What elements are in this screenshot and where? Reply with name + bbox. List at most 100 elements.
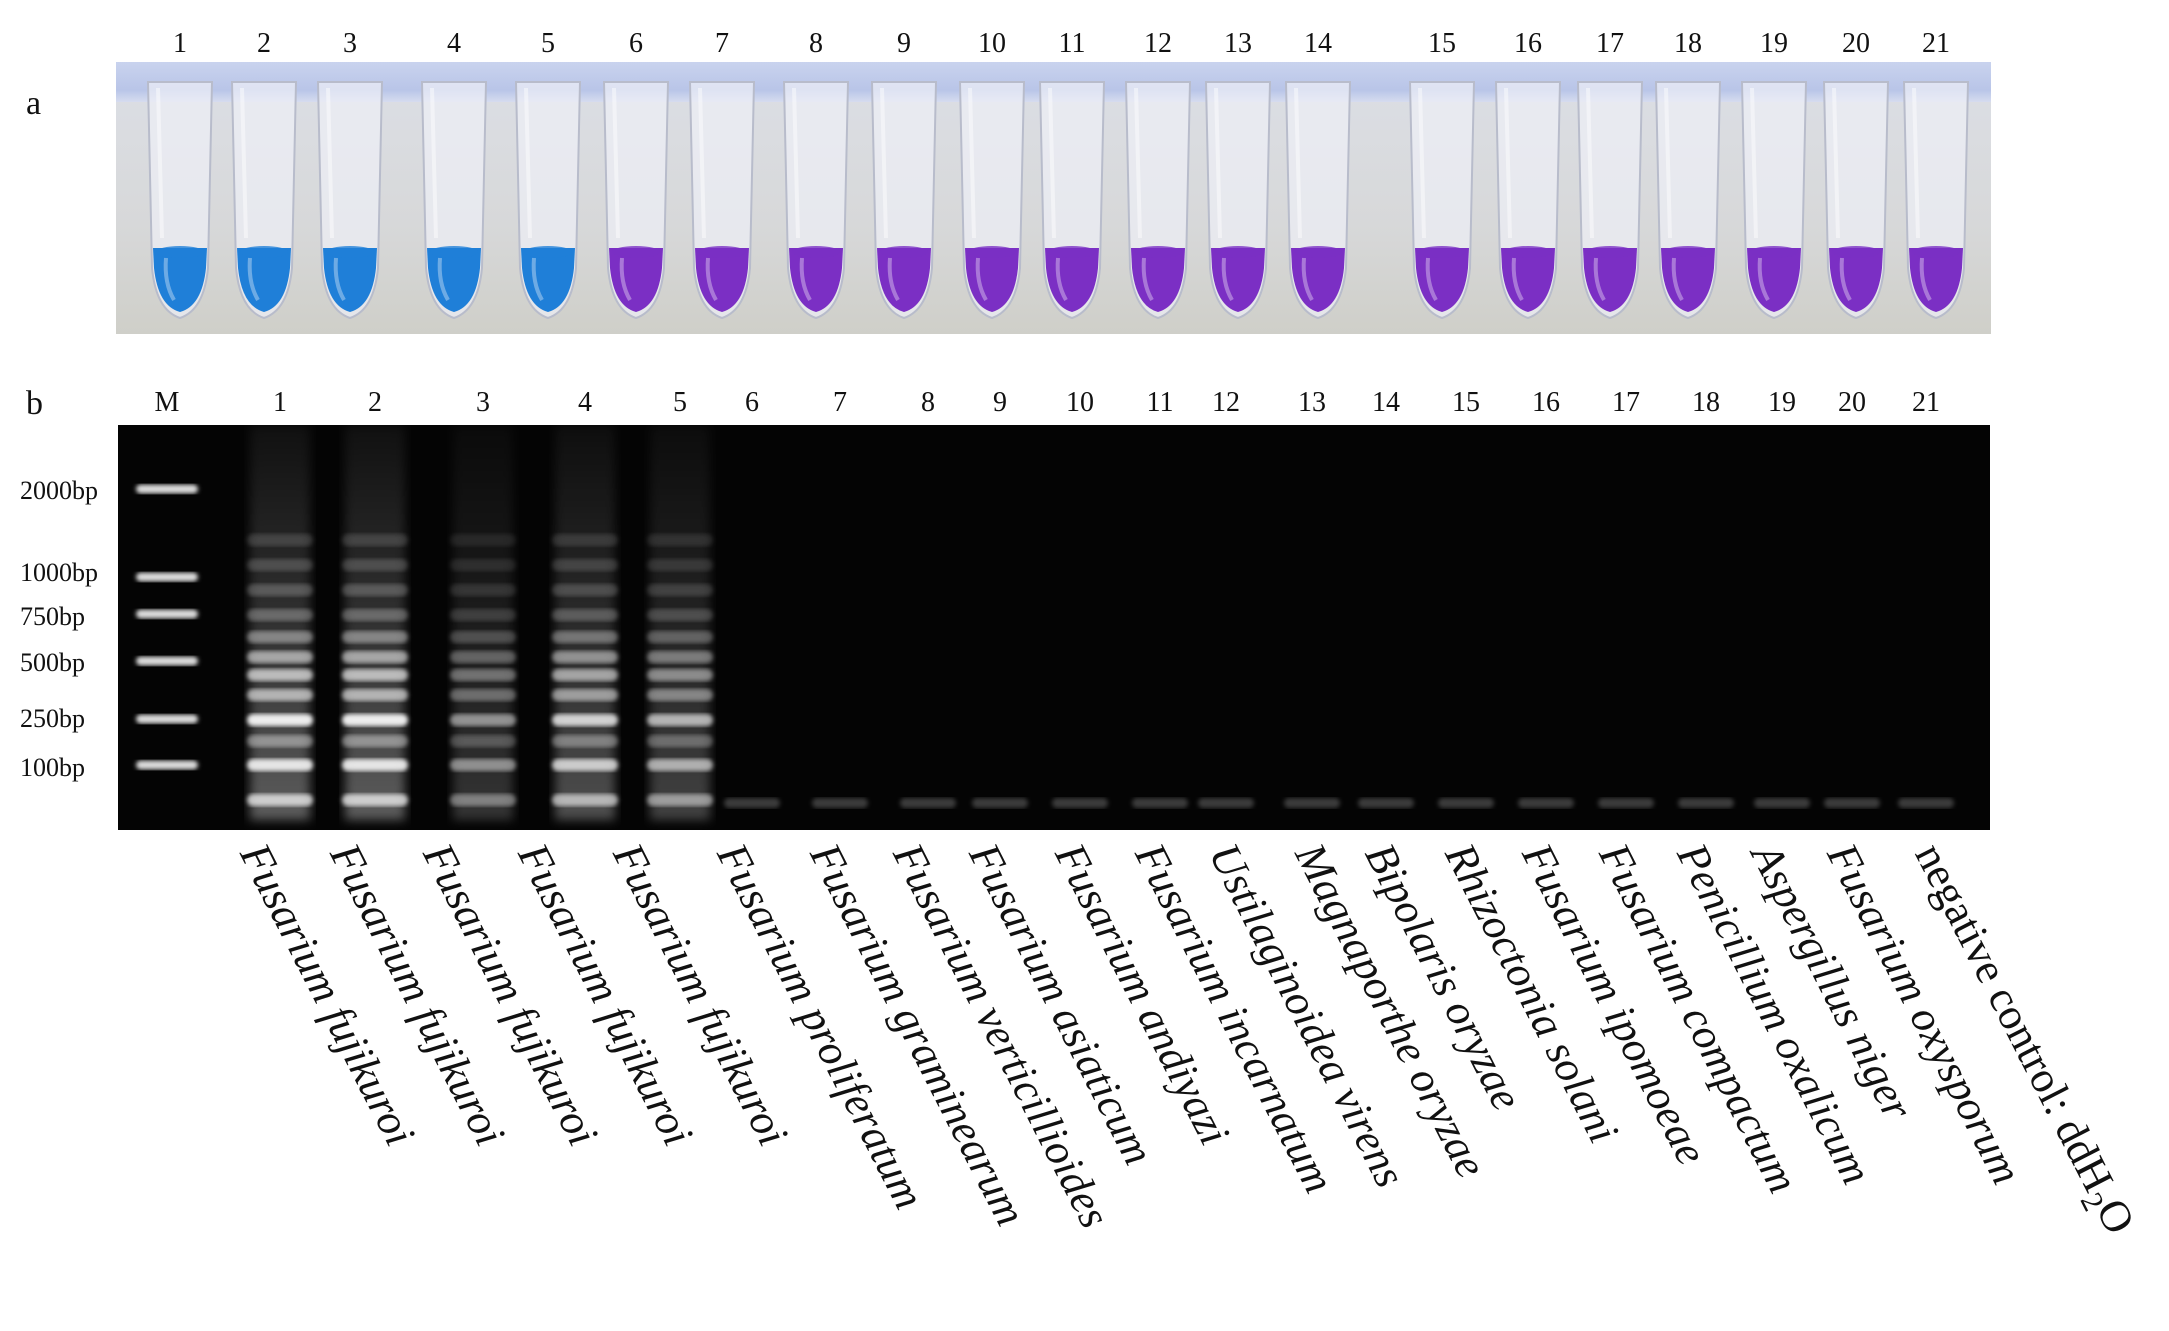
panel-a-letter: a: [26, 85, 42, 122]
pcr-band: [450, 689, 516, 701]
tube-lane-number: 6: [629, 28, 643, 59]
reaction-tube: [780, 78, 852, 328]
gel-lane-number: 14: [1372, 387, 1400, 418]
pcr-band: [450, 584, 516, 596]
gel-lane-number: 13: [1298, 387, 1326, 418]
pcr-band: [342, 689, 408, 701]
reaction-tube: [1738, 78, 1810, 328]
primer-dimer-band: [900, 798, 956, 808]
tube-lane-number: 10: [978, 28, 1006, 59]
reaction-tube: [512, 78, 584, 328]
reaction-tube: [1406, 78, 1478, 328]
gel-lane-number: 1: [273, 387, 287, 418]
gel-lane-number: 18: [1692, 387, 1720, 418]
pcr-band: [552, 794, 618, 806]
gel-lane-number: 16: [1532, 387, 1560, 418]
reaction-tube: [314, 78, 386, 328]
gel-lane-number: 8: [921, 387, 935, 418]
pcr-band: [342, 584, 408, 596]
pcr-band: [647, 609, 713, 621]
pcr-band: [247, 735, 313, 747]
pcr-band: [342, 651, 408, 663]
tube-lane-number: 18: [1674, 28, 1702, 59]
pcr-band: [342, 714, 408, 726]
primer-dimer-band: [1284, 798, 1340, 808]
lane-smear: [650, 425, 710, 820]
pcr-band: [247, 584, 313, 596]
pcr-band: [647, 631, 713, 643]
primer-dimer-band: [1598, 798, 1654, 808]
reaction-tube: [686, 78, 758, 328]
reaction-tube: [228, 78, 300, 328]
reaction-tube: [600, 78, 672, 328]
tube-lane-number: 17: [1596, 28, 1624, 59]
pcr-band: [342, 794, 408, 806]
pcr-band: [450, 559, 516, 571]
pcr-band: [552, 609, 618, 621]
reaction-tube: [1282, 78, 1354, 328]
pcr-band: [450, 759, 516, 771]
pcr-band: [552, 735, 618, 747]
pcr-band: [342, 534, 408, 546]
pcr-band: [450, 534, 516, 546]
pcr-band: [450, 735, 516, 747]
gel-lane-number: 20: [1838, 387, 1866, 418]
reaction-tube: [1122, 78, 1194, 328]
tube-lane-number: 12: [1144, 28, 1172, 59]
ladder-size-label: 500bp: [20, 648, 85, 677]
ladder-size-label: 250bp: [20, 704, 85, 733]
ladder-band: [136, 714, 198, 724]
gel-lane-number: 2: [368, 387, 382, 418]
ladder-size-label: 1000bp: [20, 558, 98, 587]
tube-lane-number: 11: [1058, 28, 1086, 59]
primer-dimer-band: [1438, 798, 1494, 808]
tube-lane-number: 19: [1760, 28, 1788, 59]
ladder-size-label: 100bp: [20, 753, 85, 782]
pcr-band: [247, 759, 313, 771]
pcr-band: [342, 735, 408, 747]
primer-dimer-band: [1518, 798, 1574, 808]
lane-smear: [453, 425, 513, 820]
tube-lane-number: 13: [1224, 28, 1252, 59]
pcr-band: [450, 609, 516, 621]
pcr-band: [552, 559, 618, 571]
pcr-band: [647, 584, 713, 596]
reaction-tube: [1820, 78, 1892, 328]
marker-lane-label: M: [154, 387, 180, 418]
reaction-tube: [1900, 78, 1972, 328]
panel-b-letter: b: [26, 385, 43, 422]
lane-smear: [250, 425, 310, 820]
gel-lane-number: 11: [1146, 387, 1174, 418]
pcr-band: [342, 759, 408, 771]
ladder-band: [136, 609, 198, 619]
pcr-band: [552, 669, 618, 681]
pcr-band: [247, 534, 313, 546]
pcr-band: [247, 651, 313, 663]
pcr-band: [342, 631, 408, 643]
reaction-tube: [1202, 78, 1274, 328]
tube-lane-number: 14: [1304, 28, 1332, 59]
gel-lane-number: 10: [1066, 387, 1094, 418]
primer-dimer-band: [724, 798, 780, 808]
pcr-band: [552, 689, 618, 701]
ladder-size-label: 750bp: [20, 602, 85, 631]
pcr-band: [342, 609, 408, 621]
pcr-band: [450, 669, 516, 681]
pcr-band: [552, 759, 618, 771]
primer-dimer-band: [1052, 798, 1108, 808]
pcr-band: [552, 584, 618, 596]
primer-dimer-band: [972, 798, 1028, 808]
pcr-band: [647, 759, 713, 771]
gel-lane-number: 4: [578, 387, 592, 418]
pcr-band: [247, 794, 313, 806]
tube-lane-number: 9: [897, 28, 911, 59]
pcr-band: [552, 534, 618, 546]
tube-lane-number: 15: [1428, 28, 1456, 59]
pcr-band: [450, 794, 516, 806]
ladder-size-label: 2000bp: [20, 476, 98, 505]
primer-dimer-band: [1898, 798, 1954, 808]
pcr-band: [647, 794, 713, 806]
primer-dimer-band: [1198, 798, 1254, 808]
pcr-band: [450, 651, 516, 663]
reaction-tube: [1036, 78, 1108, 328]
